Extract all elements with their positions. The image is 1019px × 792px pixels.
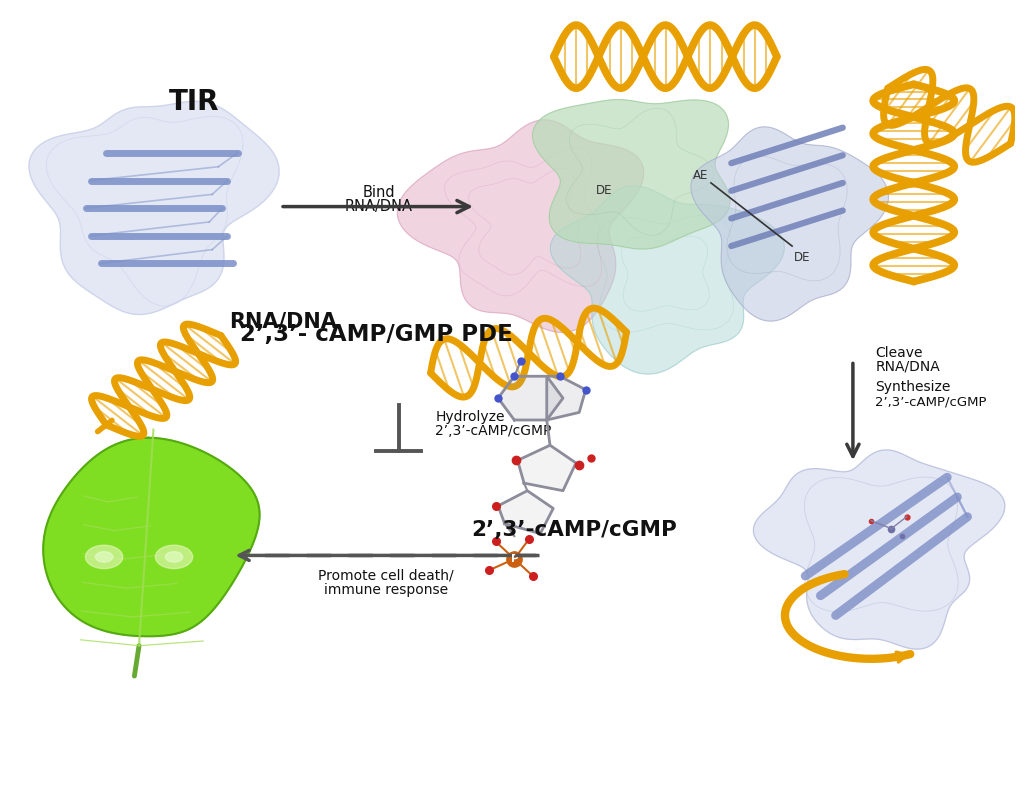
Text: RNA/DNA: RNA/DNA <box>344 199 413 214</box>
Polygon shape <box>43 438 260 636</box>
Polygon shape <box>397 120 644 333</box>
Polygon shape <box>691 127 889 321</box>
Text: RNA/DNA: RNA/DNA <box>229 311 337 331</box>
Polygon shape <box>498 491 553 534</box>
Polygon shape <box>550 186 785 374</box>
Polygon shape <box>753 450 1005 649</box>
Ellipse shape <box>165 552 182 562</box>
Polygon shape <box>29 101 279 314</box>
Text: 2’,3’-cAMP/cGMP: 2’,3’-cAMP/cGMP <box>471 520 677 540</box>
Text: AE: AE <box>693 169 708 181</box>
Text: Cleave: Cleave <box>875 345 922 360</box>
Polygon shape <box>547 376 586 420</box>
Polygon shape <box>498 376 562 420</box>
Text: DE: DE <box>794 251 810 265</box>
Text: P: P <box>511 554 518 564</box>
Ellipse shape <box>86 545 122 569</box>
Ellipse shape <box>96 552 113 562</box>
Text: Promote cell death/: Promote cell death/ <box>318 569 453 583</box>
Text: Synthesize: Synthesize <box>875 379 951 394</box>
Text: 2’,3’-cAMP/cGMP: 2’,3’-cAMP/cGMP <box>875 395 986 408</box>
Text: immune response: immune response <box>323 583 447 597</box>
Text: 2’,3’- cAMP/GMP PDE: 2’,3’- cAMP/GMP PDE <box>240 323 513 346</box>
Text: Bind: Bind <box>362 185 394 200</box>
Polygon shape <box>533 100 730 249</box>
Text: DE: DE <box>596 185 612 197</box>
Polygon shape <box>518 445 576 491</box>
Text: 2’,3’-cAMP/cGMP: 2’,3’-cAMP/cGMP <box>435 424 551 438</box>
Text: TIR: TIR <box>169 89 219 116</box>
Ellipse shape <box>155 545 193 569</box>
Text: Hydrolyze: Hydrolyze <box>435 409 504 424</box>
Text: RNA/DNA: RNA/DNA <box>875 360 940 374</box>
